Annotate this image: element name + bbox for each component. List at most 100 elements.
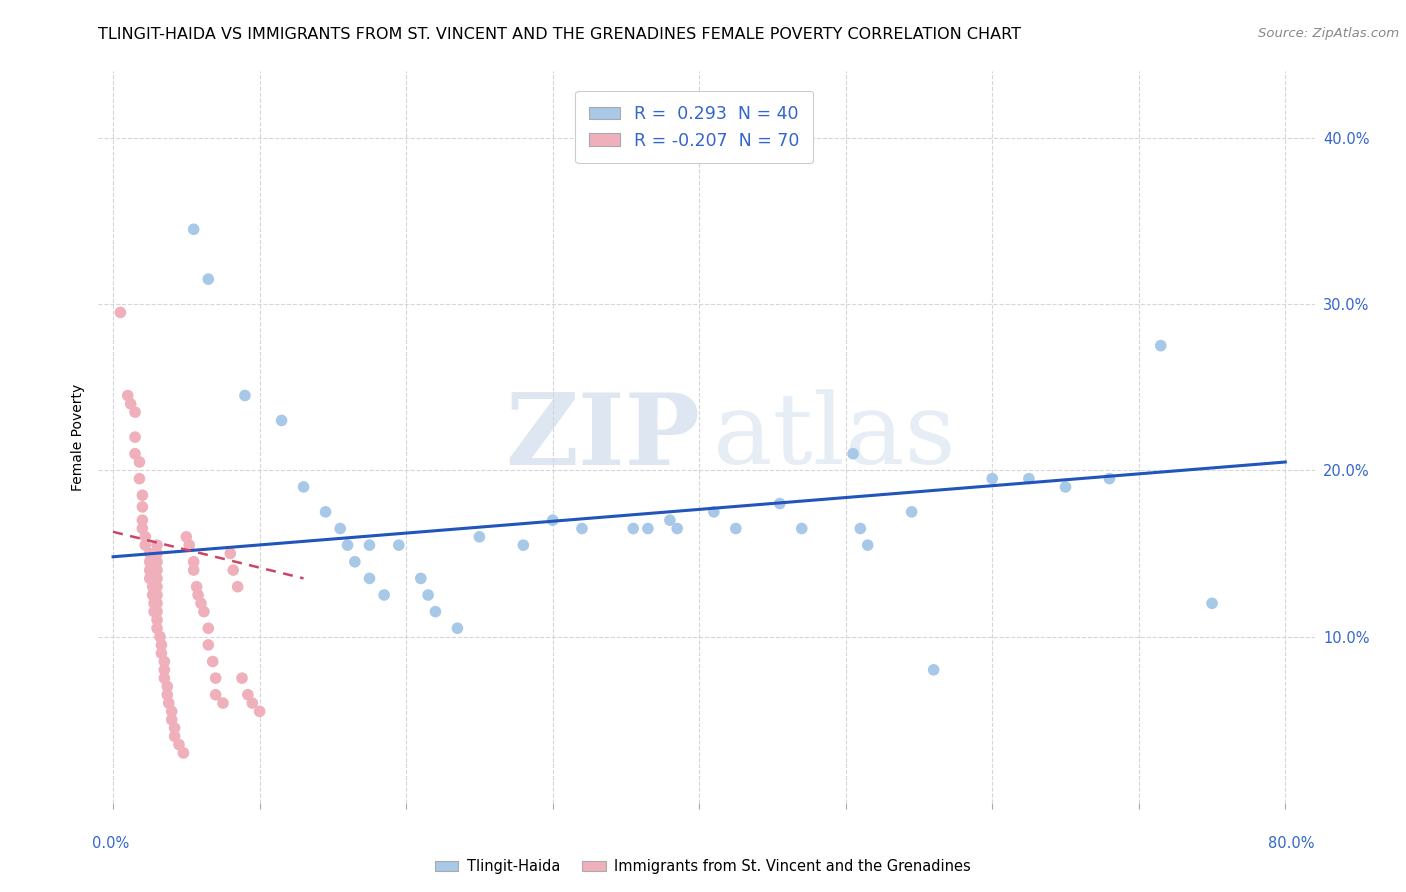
Point [150, 638, 173, 652]
Point [315, 505, 337, 519]
Point [138, 571, 160, 585]
Point [124, 430, 146, 444]
Text: Source: ZipAtlas.com: Source: ZipAtlas.com [1258, 27, 1399, 40]
Point [201, 655, 224, 669]
Point [172, 746, 194, 760]
Point [1098, 472, 1121, 486]
Point [153, 655, 176, 669]
Point [849, 521, 872, 535]
Point [637, 521, 659, 535]
Point [134, 538, 156, 552]
Point [187, 588, 209, 602]
Point [146, 605, 169, 619]
Point [142, 588, 165, 602]
Point [160, 705, 183, 719]
Point [359, 571, 381, 585]
Legend: R =  0.293  N = 40, R = -0.207  N = 70: R = 0.293 N = 40, R = -0.207 N = 70 [575, 91, 814, 163]
Point [142, 580, 165, 594]
Point [703, 505, 725, 519]
Point [146, 571, 169, 585]
Point [197, 638, 219, 652]
Point [153, 671, 176, 685]
Point [131, 521, 153, 535]
Point [900, 505, 922, 519]
Point [128, 472, 150, 486]
Point [292, 480, 315, 494]
Point [160, 713, 183, 727]
Point [541, 513, 564, 527]
Point [163, 729, 186, 743]
Point [146, 546, 169, 560]
Point [204, 671, 226, 685]
Point [425, 605, 447, 619]
Point [468, 530, 491, 544]
Point [138, 546, 160, 560]
Point [176, 530, 198, 544]
Point [138, 555, 160, 569]
Point [212, 696, 235, 710]
Point [981, 472, 1004, 486]
Point [146, 538, 169, 552]
Point [134, 530, 156, 544]
Point [842, 447, 865, 461]
Point [183, 563, 205, 577]
Point [179, 538, 201, 552]
Text: atlas: atlas [713, 389, 955, 485]
Point [197, 272, 219, 286]
Point [124, 447, 146, 461]
Point [329, 521, 352, 535]
Point [204, 688, 226, 702]
Point [769, 497, 792, 511]
Point [922, 663, 945, 677]
Point [512, 538, 534, 552]
Point [1018, 472, 1040, 486]
Point [416, 588, 439, 602]
Point [156, 688, 179, 702]
Point [120, 397, 142, 411]
Point [124, 405, 146, 419]
Point [197, 621, 219, 635]
Point [856, 538, 879, 552]
Point [1150, 338, 1173, 352]
Point [157, 696, 180, 710]
Point [1054, 480, 1077, 494]
Point [231, 671, 253, 685]
Point [233, 388, 256, 402]
Point [186, 580, 208, 594]
Point [1201, 596, 1223, 610]
Point [156, 680, 179, 694]
Text: ZIP: ZIP [506, 389, 700, 485]
Point [409, 571, 432, 585]
Point [270, 413, 292, 427]
Point [240, 696, 263, 710]
Point [249, 705, 271, 719]
Point [146, 596, 169, 610]
Point [373, 588, 395, 602]
Point [571, 521, 593, 535]
Point [226, 580, 249, 594]
Point [388, 538, 411, 552]
Point [621, 521, 644, 535]
Point [131, 500, 153, 514]
Point [146, 580, 169, 594]
Point [336, 538, 359, 552]
Point [724, 521, 747, 535]
Text: 0.0%: 0.0% [93, 836, 129, 851]
Point [146, 555, 169, 569]
Text: 80.0%: 80.0% [1268, 836, 1315, 851]
Point [343, 555, 366, 569]
Point [236, 688, 259, 702]
Point [150, 646, 173, 660]
Point [149, 630, 172, 644]
Point [666, 521, 689, 535]
Point [117, 388, 139, 402]
Point [146, 613, 169, 627]
Point [183, 555, 205, 569]
Legend: Tlingit-Haida, Immigrants from St. Vincent and the Grenadines: Tlingit-Haida, Immigrants from St. Vince… [429, 854, 977, 880]
Point [167, 738, 190, 752]
Text: TLINGIT-HAIDA VS IMMIGRANTS FROM ST. VINCENT AND THE GRENADINES FEMALE POVERTY C: TLINGIT-HAIDA VS IMMIGRANTS FROM ST. VIN… [98, 27, 1021, 42]
Point [131, 513, 153, 527]
Point [359, 538, 381, 552]
Point [446, 621, 468, 635]
Point [146, 563, 169, 577]
